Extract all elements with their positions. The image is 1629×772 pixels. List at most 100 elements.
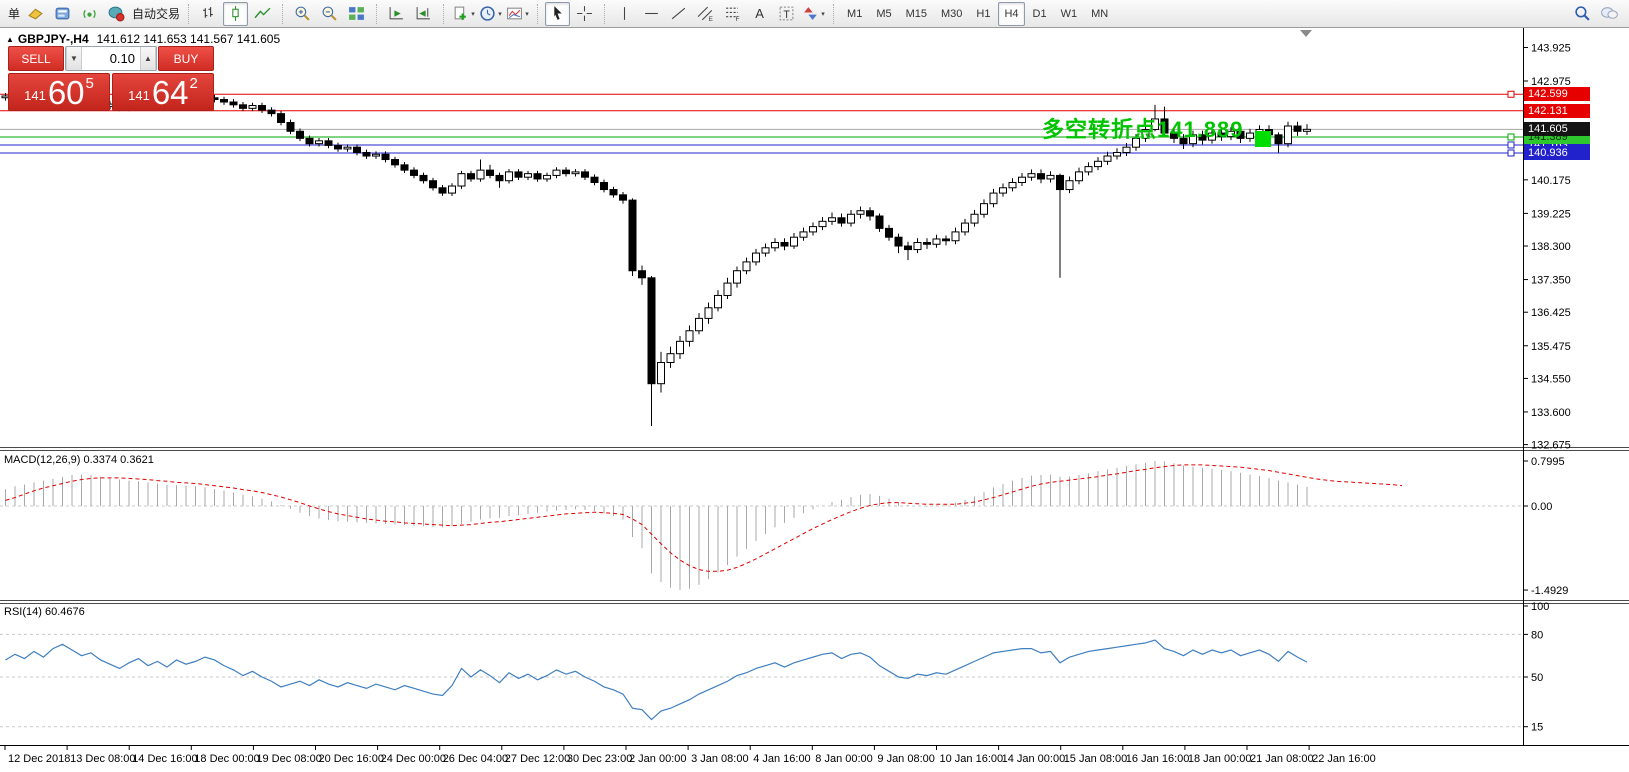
svg-text:136.425: 136.425 <box>1531 307 1571 319</box>
timeframe-w1[interactable]: W1 <box>1060 7 1078 20</box>
timeframe-d1[interactable]: D1 <box>1032 7 1047 20</box>
svg-text:0.00: 0.00 <box>1531 501 1552 513</box>
toolbar-grip <box>443 3 445 24</box>
timeframe-mn[interactable]: MN <box>1091 7 1109 20</box>
svg-text:135.475: 135.475 <box>1531 341 1571 353</box>
svg-text:24 Dec 00:00: 24 Dec 00:00 <box>381 753 446 765</box>
buy-price-button[interactable]: 141 64 2 <box>112 73 214 111</box>
signal-icon[interactable] <box>77 2 102 26</box>
svg-text:14 Jan 00:00: 14 Jan 00:00 <box>1002 753 1066 765</box>
zoom-out-icon[interactable] <box>317 2 342 26</box>
rsi-indicator-label: RSI(14) 60.4676 <box>4 606 85 618</box>
fibonacci-tool-icon[interactable]: F <box>720 2 745 26</box>
sell-price-sup: 5 <box>85 75 94 92</box>
svg-text:137.350: 137.350 <box>1531 275 1571 287</box>
svg-text:132.675: 132.675 <box>1531 440 1571 452</box>
svg-text:143.925: 143.925 <box>1531 42 1571 54</box>
svg-text:26 Dec 04:00: 26 Dec 04:00 <box>443 753 508 765</box>
trendline-tool-icon[interactable] <box>666 2 691 26</box>
sell-price-prefix: 141 <box>24 88 46 103</box>
main-toolbar: 单 自动交易 ▾ ▾ ▾ E F A T ▾ M1 M5 M15 M30 H1 H4 D1 W… <box>0 0 1629 28</box>
svg-text:18 Jan 00:00: 18 Jan 00:00 <box>1188 753 1252 765</box>
macd-indicator-label: MACD(12,26,9) 0.3374 0.3621 <box>4 454 154 466</box>
profile-icon[interactable] <box>23 2 48 26</box>
volume-increase-button[interactable]: ▲ <box>140 47 156 70</box>
search-icon[interactable] <box>1570 2 1595 26</box>
svg-text:8 Jan 00:00: 8 Jan 00:00 <box>815 753 873 765</box>
price-badge-140.936: 140.936 <box>1524 145 1590 160</box>
templates-icon[interactable]: ▾ <box>505 2 530 26</box>
svg-text:19 Dec 08:00: 19 Dec 08:00 <box>256 753 321 765</box>
svg-text:0.7995: 0.7995 <box>1531 456 1565 468</box>
timeframe-h4[interactable]: H4 <box>998 1 1025 26</box>
chevron-down-icon[interactable]: ▾ <box>471 10 475 18</box>
volume-field[interactable]: 0.10 <box>109 51 135 66</box>
price-badge-142.131: 142.131 <box>1524 103 1590 118</box>
autotrading-icon[interactable] <box>104 2 129 26</box>
volume-spinner: ▼ 0.10 ▲ <box>65 46 157 71</box>
timeframe-m1[interactable]: M1 <box>847 7 863 20</box>
new-chart-icon[interactable]: ▾ <box>451 2 476 26</box>
toolbar-grip <box>376 3 378 24</box>
vertical-line-tool-icon[interactable] <box>612 2 637 26</box>
crosshair-icon[interactable] <box>572 2 597 26</box>
sell-button[interactable]: SELL <box>8 46 64 71</box>
svg-text:13 Dec 08:00: 13 Dec 08:00 <box>70 753 135 765</box>
horizontal-line-tool-icon[interactable] <box>639 2 664 26</box>
svg-text:10 Jan 16:00: 10 Jan 16:00 <box>940 753 1004 765</box>
arrows-tool-icon[interactable]: ▾ <box>801 2 826 26</box>
channel-tool-icon[interactable]: E <box>693 2 718 26</box>
channel-glyph: E <box>708 16 712 22</box>
svg-text:15 Jan 08:00: 15 Jan 08:00 <box>1064 753 1128 765</box>
pivot-annotation-text: 多空转折点141.889 <box>1042 117 1244 142</box>
text-label-tool-icon[interactable]: T <box>774 2 799 26</box>
line-chart-icon[interactable] <box>250 2 275 26</box>
svg-text:20 Dec 16:00: 20 Dec 16:00 <box>319 753 384 765</box>
auto-scroll-icon[interactable] <box>384 2 409 26</box>
sell-price-big: 60 <box>47 74 85 111</box>
timeframe-h1[interactable]: H1 <box>976 7 991 20</box>
autotrading-label[interactable]: 自动交易 <box>132 7 181 21</box>
svg-text:15: 15 <box>1531 722 1543 734</box>
chart-shift-icon[interactable] <box>411 2 436 26</box>
svg-text:27 Dec 12:00: 27 Dec 12:00 <box>505 753 570 765</box>
chevron-down-icon[interactable]: ▾ <box>525 10 529 18</box>
sell-price-button[interactable]: 141 60 5 <box>8 73 110 111</box>
svg-text:18 Dec 00:00: 18 Dec 00:00 <box>194 753 259 765</box>
cursor-icon[interactable] <box>545 1 571 26</box>
candlestick-chart-icon[interactable] <box>223 1 249 26</box>
periods-clock-icon[interactable]: ▾ <box>478 2 503 26</box>
timeframe-m30[interactable]: M30 <box>941 7 963 20</box>
chart-header: ▲ GBPJPY-,H4 141.612 141.653 141.567 141.6… <box>6 32 280 46</box>
svg-text:140.175: 140.175 <box>1531 175 1571 187</box>
svg-text:3 Jan 08:00: 3 Jan 08:00 <box>691 753 749 765</box>
toolbar-grip <box>188 3 190 24</box>
text-tool-icon[interactable]: A <box>755 6 764 21</box>
toolbar-grip <box>833 3 835 24</box>
chart-ohlc-values: 141.612 141.653 141.567 141.605 <box>96 32 281 46</box>
chevron-down-icon[interactable]: ▾ <box>821 10 825 18</box>
svg-text:4 Jan 16:00: 4 Jan 16:00 <box>753 753 811 765</box>
svg-text:30 Dec 23:00: 30 Dec 23:00 <box>567 753 632 765</box>
buy-price-sup: 2 <box>189 75 198 92</box>
market-watch-icon[interactable] <box>50 2 75 26</box>
zoom-in-icon[interactable] <box>290 2 315 26</box>
svg-text:80: 80 <box>1531 629 1543 641</box>
svg-text:50: 50 <box>1531 672 1543 684</box>
tile-windows-icon[interactable] <box>344 2 369 26</box>
buy-button[interactable]: BUY <box>158 46 214 71</box>
svg-text:-1.4929: -1.4929 <box>1531 585 1568 597</box>
bar-chart-icon[interactable] <box>196 2 221 26</box>
toolbar-grip <box>604 3 606 24</box>
timeframe-m15[interactable]: M15 <box>905 7 927 20</box>
chat-icon[interactable] <box>1597 2 1622 26</box>
price-badge-142.599: 142.599 <box>1524 87 1590 102</box>
svg-text:16 Jan 16:00: 16 Jan 16:00 <box>1126 753 1190 765</box>
chevron-down-icon[interactable]: ▾ <box>498 10 502 18</box>
one-click-trading-panel: SELL ▼ 0.10 ▲ BUY 141 60 5 141 64 2 <box>8 46 214 111</box>
svg-text:14 Dec 16:00: 14 Dec 16:00 <box>132 753 197 765</box>
volume-decrease-button[interactable]: ▼ <box>66 47 82 70</box>
timeframe-m5[interactable]: M5 <box>876 7 892 20</box>
new-order-button-truncated[interactable]: 单 <box>8 7 21 21</box>
